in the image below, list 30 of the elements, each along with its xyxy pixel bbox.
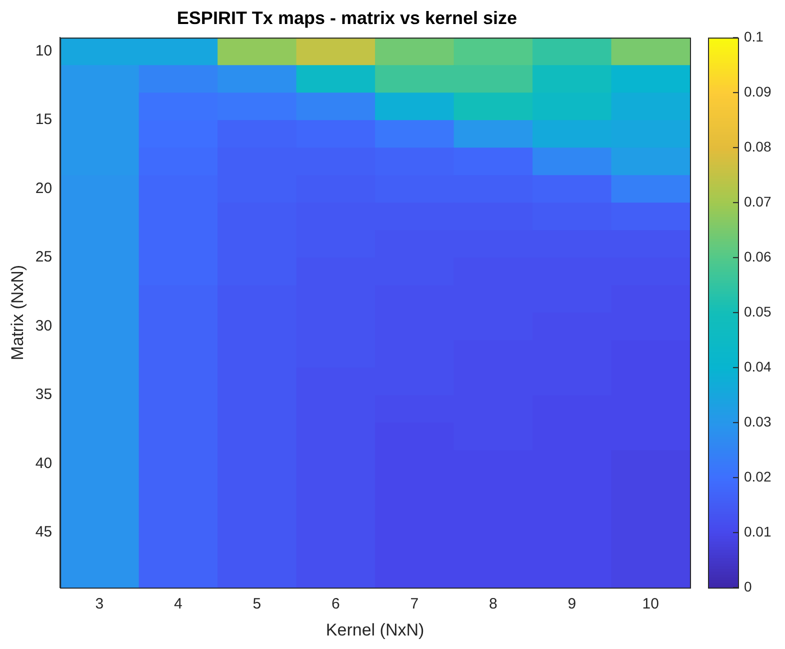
x-tick-label: 5 (252, 596, 262, 613)
y-tick-label: 20 (35, 180, 52, 197)
y-tick-label: 35 (35, 386, 52, 404)
x-tick-label: 8 (488, 596, 498, 613)
x-tick-label: 7 (410, 596, 419, 613)
color-bar-label: 0.07 (744, 193, 772, 210)
color-bar-label: 0.09 (744, 83, 772, 100)
color-bar-label: 0.02 (744, 468, 772, 484)
color-bar-label: 0.08 (744, 138, 772, 154)
y-tick-label: 15 (35, 111, 52, 128)
color-bar-label: 0.04 (744, 358, 772, 374)
x-tick-label: 10 (642, 596, 659, 613)
color-bar-label: 0.05 (744, 303, 772, 320)
color-bar-label: 0.01 (744, 523, 772, 540)
y-axis-title: Matrix (NxN) (8, 264, 27, 360)
y-tick-label: 45 (35, 524, 52, 541)
color-bar-label: 0.03 (744, 413, 772, 430)
x-axis-title: Kernel (NxN) (326, 620, 424, 640)
x-tick-label: 6 (332, 596, 340, 613)
y-tick-label: 30 (35, 317, 52, 334)
color-bar-label: 0.06 (744, 248, 772, 264)
y-tick-label: 25 (35, 248, 52, 266)
chart-title: ESPIRIT Tx maps - matrix vs kernel size (176, 8, 518, 28)
x-tick-label: 9 (568, 596, 576, 613)
x-tick-label: 4 (174, 596, 182, 613)
color-bar-label: 0.1 (744, 28, 764, 44)
y-tick-label: 10 (35, 42, 52, 60)
y-tick-label: 40 (35, 454, 52, 472)
color-bar-label: 0 (744, 578, 752, 594)
x-tick-label: 3 (95, 596, 104, 613)
